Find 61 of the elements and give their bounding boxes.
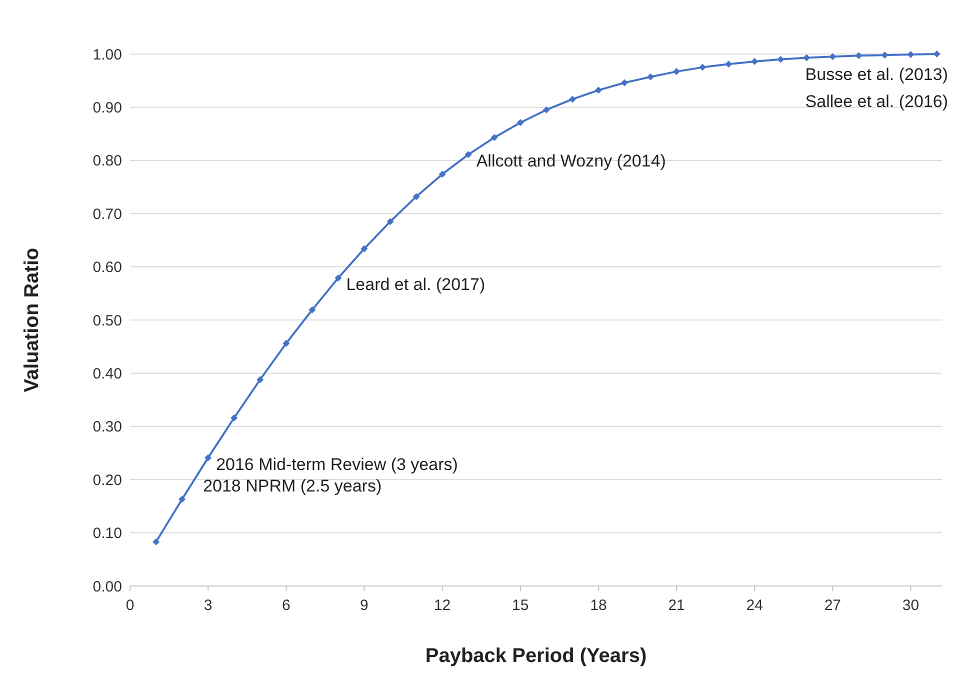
- point: [751, 58, 758, 65]
- point: [647, 73, 654, 80]
- point: [699, 64, 706, 71]
- annotation: 2018 NPRM (2.5 years): [203, 476, 382, 496]
- x-tick-label: 9: [360, 597, 368, 614]
- x-tick-label: 30: [902, 597, 920, 614]
- point: [386, 218, 394, 226]
- annotation: Allcott and Wozny (2014): [476, 152, 666, 171]
- point: [308, 306, 316, 314]
- x-axis-title: Payback Period (Years): [425, 645, 647, 667]
- x-tick-label: 15: [512, 597, 529, 614]
- point: [516, 119, 524, 126]
- annotation: Busse et al. (2013): [805, 65, 948, 84]
- x-tick-label: 0: [126, 597, 134, 614]
- x-tick-label: 24: [746, 597, 763, 614]
- point: [178, 496, 186, 503]
- y-tick-label: 0.00: [92, 578, 122, 596]
- point: [360, 245, 368, 252]
- y-tick-label: 0.90: [92, 99, 122, 116]
- point: [907, 51, 914, 58]
- point: [594, 86, 602, 94]
- point: [256, 376, 264, 384]
- annotation: Leard et al. (2017): [346, 274, 486, 294]
- x-tick-label: 3: [204, 597, 212, 614]
- y-tick-label: 0.50: [92, 312, 122, 330]
- point: [673, 68, 680, 76]
- y-tick-label: 0.70: [92, 206, 122, 223]
- point: [230, 414, 238, 422]
- point: [855, 52, 862, 60]
- point: [490, 134, 498, 142]
- point: [334, 274, 342, 282]
- x-tick-label: 12: [434, 597, 451, 614]
- y-tick-label: 0.30: [92, 418, 122, 436]
- x-tick-label: 6: [282, 597, 290, 614]
- x-tick-label: 21: [668, 597, 685, 614]
- y-tick-label: 0.80: [92, 152, 122, 170]
- point: [933, 50, 940, 58]
- x-tick-label: 18: [590, 597, 607, 614]
- point: [725, 60, 732, 68]
- point: [777, 56, 784, 63]
- y-tick-label: 0.60: [92, 259, 122, 276]
- y-tick-label: 0.40: [92, 365, 122, 382]
- point: [881, 52, 888, 59]
- point: [829, 53, 836, 60]
- point: [620, 79, 628, 86]
- annotation: 2016 Mid-term Review (3 years): [216, 454, 458, 474]
- point: [412, 193, 420, 200]
- point: [568, 96, 576, 103]
- point: [542, 106, 550, 114]
- point: [152, 538, 160, 546]
- y-tick-label: 0.20: [92, 472, 122, 489]
- point: [464, 151, 472, 158]
- y-axis-title: Valuation Ratio: [21, 248, 43, 392]
- point: [803, 54, 810, 62]
- x-tick-label: 27: [824, 597, 842, 614]
- point: [438, 170, 446, 178]
- point: [204, 454, 212, 462]
- y-tick-label: 1.00: [92, 46, 122, 64]
- point: [282, 340, 290, 347]
- annotation: Sallee et al. (2016): [805, 92, 948, 111]
- y-tick-label: 0.10: [92, 525, 122, 542]
